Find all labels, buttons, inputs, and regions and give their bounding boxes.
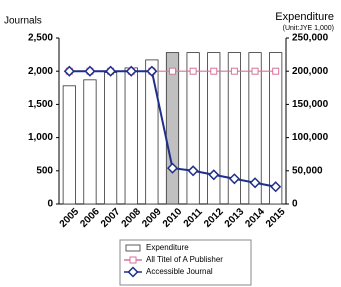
- line-marker: [208, 169, 220, 181]
- line-marker: [228, 173, 240, 185]
- legend-box: [119, 239, 252, 286]
- line-marker: [251, 67, 259, 75]
- y-tick-label: 2,000: [28, 66, 53, 77]
- bar: [124, 67, 138, 205]
- x-tick-label: 2013: [223, 206, 247, 230]
- y2-axis-unit: (Unit:JYE 1,000): [283, 25, 334, 32]
- line-marker: [272, 67, 280, 75]
- line-marker: [270, 181, 282, 193]
- line-marker: [189, 67, 197, 75]
- x-tick-label: 2005: [58, 206, 82, 230]
- x-tick-label: 2007: [99, 206, 123, 230]
- bar: [269, 52, 283, 205]
- line-marker: [230, 67, 238, 75]
- legend-swatch: [125, 244, 141, 252]
- x-tick-label: 2011: [182, 206, 205, 229]
- bar: [207, 52, 221, 205]
- x-tick-label: 2009: [140, 206, 164, 230]
- x-tick-label: 2014: [243, 206, 267, 230]
- line-marker: [169, 67, 176, 75]
- legend-label: Expenditure: [146, 243, 189, 252]
- y-tick-label: 1,500: [28, 99, 53, 110]
- bar: [104, 72, 118, 205]
- y2-tick-label: 50,000: [292, 165, 323, 176]
- y2-tick-label: 0: [292, 199, 298, 210]
- x-tick-label: 2008: [120, 206, 144, 230]
- line-marker: [84, 65, 96, 77]
- line-marker: [127, 266, 139, 278]
- legend-label: Accessible Journal: [146, 267, 213, 276]
- bar: [165, 52, 180, 205]
- y2-tick-label: 250,000: [292, 33, 329, 44]
- bar: [227, 52, 242, 205]
- y-tick-label: 500: [36, 165, 53, 176]
- line-marker: [187, 165, 199, 177]
- legend-label: All Titel of A Publisher: [146, 255, 223, 264]
- y2-axis-title: Expenditure: [275, 11, 334, 23]
- bar: [145, 59, 159, 205]
- y-axis-title: Journals: [4, 16, 42, 27]
- y-tick-label: 2,500: [28, 33, 53, 44]
- x-tick-label: 2006: [78, 206, 102, 230]
- line-marker: [125, 65, 137, 77]
- y-tick-label: 1,000: [28, 132, 53, 143]
- line-marker: [146, 65, 158, 77]
- bar: [186, 52, 200, 205]
- bar: [62, 85, 76, 205]
- x-tick-label: 2012: [202, 206, 226, 230]
- bar: [248, 52, 262, 205]
- line-marker: [166, 162, 179, 174]
- line-marker: [249, 177, 261, 189]
- y2-tick-label: 100,000: [292, 132, 329, 143]
- line-marker: [63, 65, 75, 77]
- line-marker: [105, 65, 117, 77]
- y-tick-label: 0: [47, 199, 53, 210]
- x-tick-label: 2015: [264, 206, 288, 230]
- line-marker: [210, 67, 218, 75]
- y2-tick-label: 200,000: [292, 66, 329, 77]
- bar: [83, 79, 97, 205]
- x-tick-label: 2010: [161, 206, 185, 230]
- y2-tick-label: 150,000: [292, 99, 329, 110]
- line-marker: [129, 256, 137, 264]
